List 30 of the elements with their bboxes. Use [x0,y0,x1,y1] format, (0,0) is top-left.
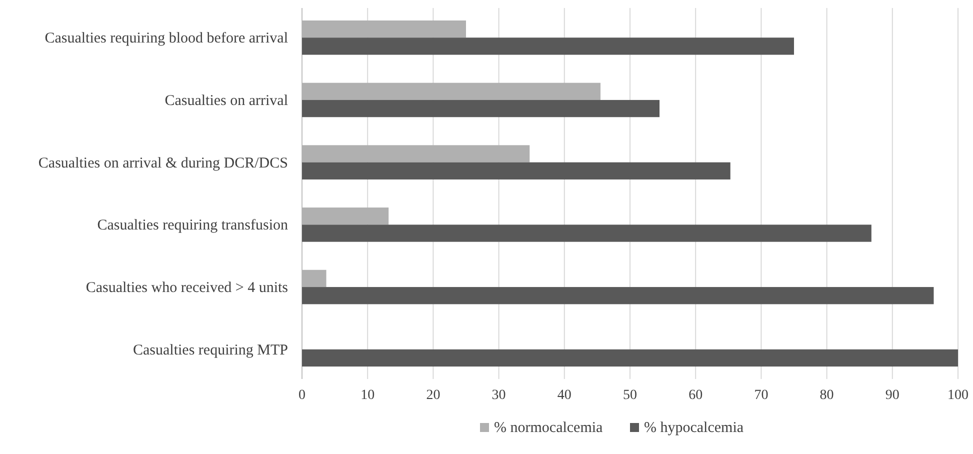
x-tick-label: 0 [298,388,306,403]
bar [302,287,934,304]
y-tick-label: Casualties requiring transfusion [97,218,288,234]
bar [302,349,958,367]
bar [302,270,326,288]
x-tick-label: 100 [948,388,968,403]
bar [302,145,530,162]
bar [302,82,600,100]
bar [302,20,466,38]
y-tick-label: Casualties requiring blood before arrival [44,30,288,47]
bar [302,162,730,180]
y-tick-label: Casualties who received > 4 units [86,280,288,296]
y-tick-label: Casualties on arrival & during DCR/DCS [38,155,288,172]
x-tick-label: 30 [492,388,506,403]
x-tick-label: 40 [557,388,572,403]
bar [302,208,389,225]
y-tick-label: Casualties requiring MTP [133,342,288,358]
x-tick-label: 70 [754,388,768,403]
x-tick-label: 10 [360,388,375,403]
x-tick-label: 80 [820,388,834,403]
bar [302,38,794,55]
x-tick-label: 50 [623,388,637,403]
x-tick-label: 90 [885,388,900,403]
legend-label: % hypocalcemia [644,420,744,436]
x-tick-label: 60 [688,388,703,403]
y-tick-label: Casualties on arrival [164,92,288,109]
bar [302,224,872,242]
bar [302,100,660,118]
x-tick-label: 20 [426,388,440,403]
legend-label: % normocalcemia [494,420,604,436]
